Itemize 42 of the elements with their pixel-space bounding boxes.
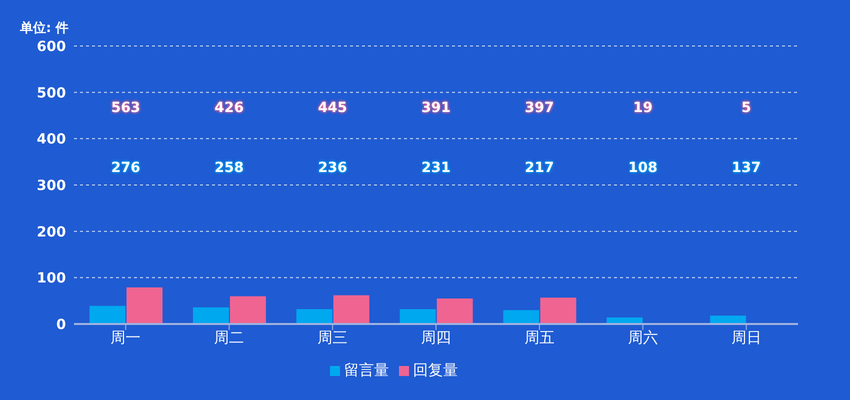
annotation: 217 [524, 160, 556, 176]
y-tick-label: 400 [36, 132, 66, 148]
annotation: 137 [730, 160, 762, 176]
annotation: 391 [420, 100, 452, 116]
legend-label: 留言量 [344, 361, 389, 379]
legend-label: 回复量 [413, 361, 458, 379]
annotation: 258 [214, 160, 245, 176]
bar [503, 310, 540, 324]
annotation: 397 [524, 100, 556, 116]
annotation: 108 [627, 160, 658, 176]
y-tick-label: 600 [36, 38, 66, 55]
annotation: 563 [110, 100, 142, 116]
annotation: 19 [632, 100, 654, 116]
annotation: 445 [316, 100, 348, 116]
annotation: 276 [110, 160, 142, 176]
y-axis-title: 单位: 件 [20, 20, 69, 37]
bar [192, 307, 229, 324]
x-tick-label: 周五 [524, 328, 554, 347]
y-tick-label: 500 [36, 85, 66, 102]
bar [436, 298, 473, 324]
y-tick-label: 0 [56, 316, 66, 333]
annotation: 5 [740, 100, 752, 116]
bar [710, 316, 746, 324]
x-tick-label: 周三 [318, 328, 348, 347]
bar [230, 296, 266, 324]
bar [333, 295, 370, 324]
y-tick-label: 300 [36, 178, 66, 194]
x-tick-label: 周二 [214, 328, 244, 347]
annotation: 426 [214, 100, 245, 116]
annotation: 236 [316, 160, 348, 176]
x-tick-label: 周一 [110, 328, 141, 347]
bar [296, 309, 332, 324]
y-tick-label: 200 [36, 224, 66, 240]
bar [126, 287, 163, 324]
x-tick-label: 周六 [628, 328, 658, 347]
y-tick-label: 100 [36, 270, 66, 287]
annotation: 231 [420, 160, 452, 176]
bar [540, 298, 576, 324]
x-tick-label: 周四 [421, 328, 451, 347]
bar [400, 309, 436, 324]
x-tick-label: 周日 [731, 328, 762, 347]
bar [90, 306, 126, 324]
